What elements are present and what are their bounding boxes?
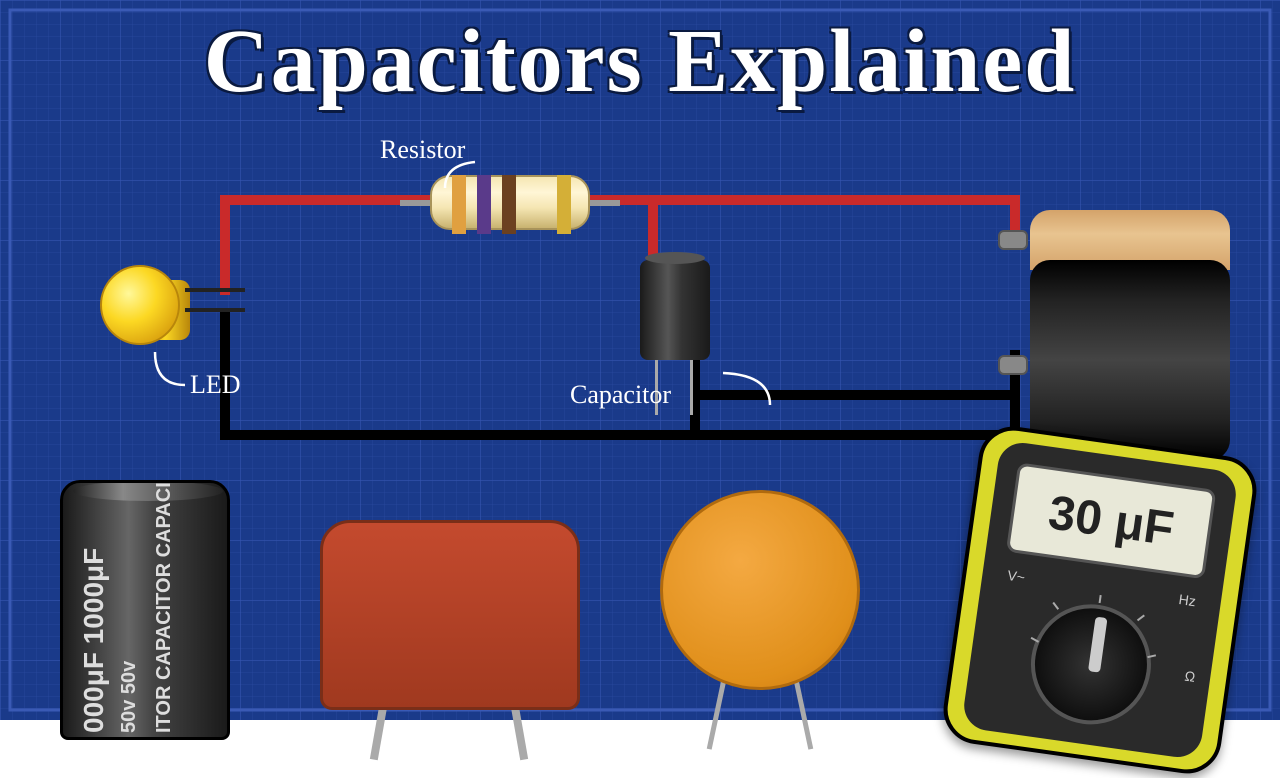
multimeter-reading: 30 μF — [1006, 462, 1217, 579]
pointer-curve — [720, 370, 780, 410]
electrolytic-capacitor: 000μF 1000μF 50v 50v ITOR CAPACITOR CAPA… — [60, 480, 230, 740]
multimeter: 30 μF V~ Hz Ω — [939, 422, 1261, 778]
capacitor-label: Capacitor — [570, 380, 671, 410]
circuit-capacitor — [640, 260, 710, 370]
film-capacitor — [320, 520, 580, 740]
led-component — [100, 260, 190, 350]
infographic-canvas: Capacitors Explained Resistor LED — [0, 0, 1280, 720]
led-label: LED — [190, 370, 241, 400]
pointer-curve — [440, 160, 480, 190]
wire-black — [220, 430, 1020, 440]
ceramic-capacitor — [660, 490, 860, 720]
wire-red — [220, 195, 230, 295]
main-title: Capacitors Explained — [204, 10, 1077, 113]
wire-red — [220, 195, 430, 205]
pointer-curve — [150, 350, 190, 390]
